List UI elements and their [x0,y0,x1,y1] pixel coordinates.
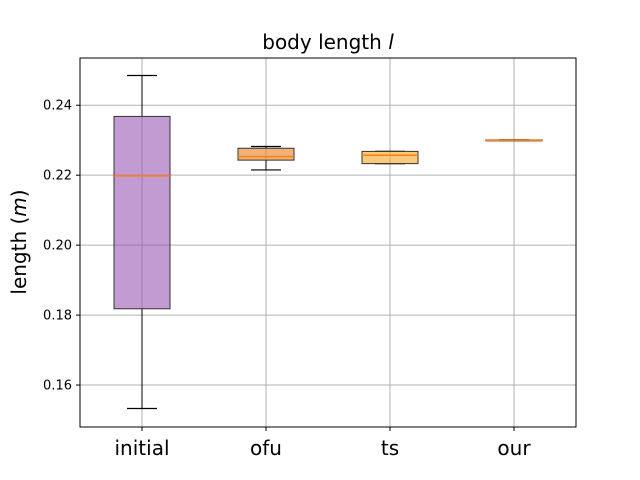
box-our [485,139,543,142]
axes-frame [79,57,577,428]
x-tick-label: initial [115,436,170,460]
y-tick-label: 0.24 [43,99,72,114]
box-iqr [113,115,171,310]
x-tick-label: ts [381,436,399,460]
chart-title: body length l [262,30,394,54]
box-ts [361,150,419,165]
x-tick-label: ofu [250,436,282,460]
box-iqr [237,147,295,161]
y-tick-label: 0.16 [43,379,72,394]
box-ofu [237,145,295,171]
ticks: 0.16 0.18 0.20 0.22 0.24 initial ofu ts our [43,99,531,460]
y-tick-label: 0.22 [43,169,72,184]
box-iqr [361,150,419,165]
box-initial [113,74,171,410]
y-tick-label: 0.18 [43,309,72,324]
y-tick-label: 0.20 [43,239,72,254]
x-tick-label: our [497,436,531,460]
boxes [113,74,543,410]
y-axis-label: length (m) [7,189,31,294]
